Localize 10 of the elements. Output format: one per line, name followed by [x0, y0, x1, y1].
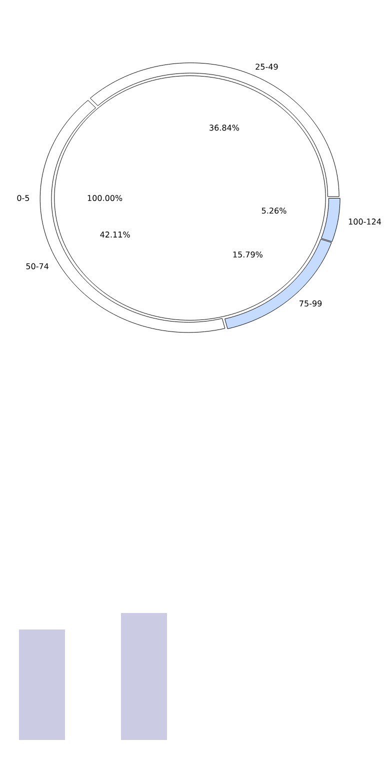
slice-label: 75-99 — [300, 300, 322, 306]
slice-label: 100-124 — [348, 218, 382, 225]
slice-label: 0-5 — [17, 194, 30, 202]
data-label: 42.11% — [100, 232, 130, 238]
data-label: 100.00% — [88, 194, 122, 202]
data-label: 5.26% — [262, 208, 286, 214]
data-label: 36.84% — [210, 124, 240, 131]
slice-label: 50-74 — [26, 263, 48, 270]
data-label: 15.79% — [233, 251, 262, 258]
slice-label: 25-49 — [256, 64, 278, 70]
